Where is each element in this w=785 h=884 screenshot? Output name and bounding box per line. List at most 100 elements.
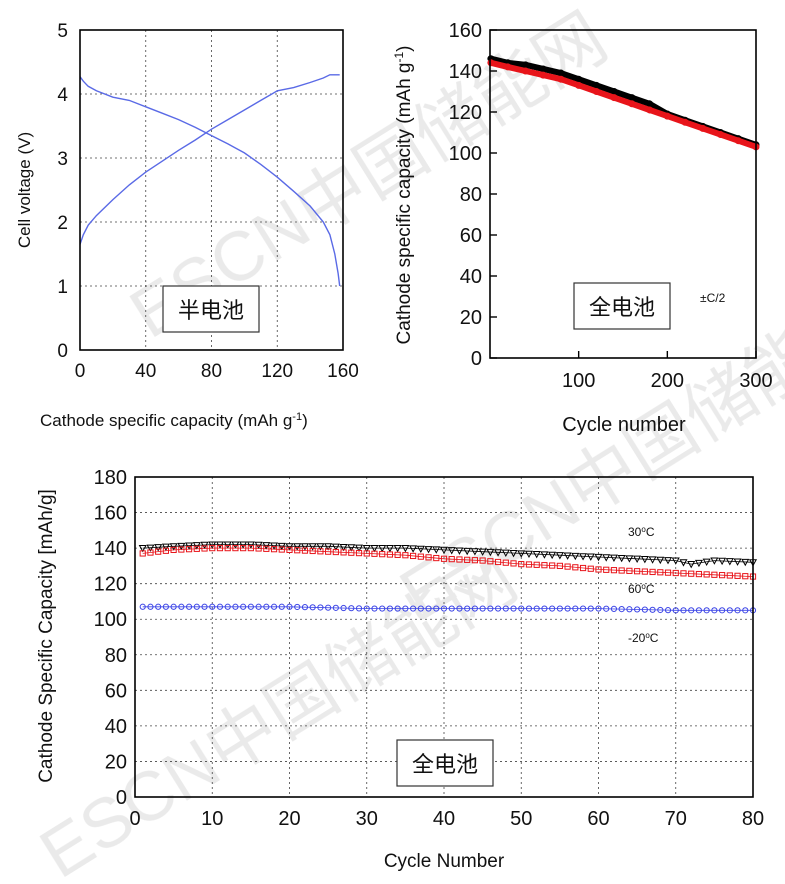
data-point [386,605,394,612]
y-tick-label: 180 [94,467,127,489]
x-tick-label: 80 [201,361,222,382]
data-point [579,564,587,572]
data-point [447,547,456,555]
data-point [533,605,540,612]
series-label-unit: C [650,631,659,645]
label-box [396,739,494,787]
data-point [309,547,316,555]
data-point [455,547,464,555]
data-point [664,569,672,576]
data-point [494,558,502,566]
data-point [201,545,208,552]
data-point [348,605,355,612]
plot-frame [134,476,754,798]
data-point [687,561,696,569]
data-point [371,605,378,612]
data-point [742,573,749,580]
data-point [402,605,409,612]
series-label-value: 60 [628,582,642,596]
data-point [277,542,286,551]
x-tick-label: 60 [587,808,609,830]
y-tick-label: 5 [57,21,68,42]
data-point [719,607,726,614]
data-point [332,604,339,611]
data-point [487,558,494,565]
x-tick-label: 0 [129,808,140,830]
data-point [664,607,672,614]
data-point [317,548,324,555]
data-point [594,553,603,562]
data-point [246,541,255,549]
y-tick-label: 0 [57,341,68,362]
y-axis-label-sup: -1 [392,52,406,63]
data-point [640,556,649,564]
data-point [688,607,695,614]
data-point [734,572,741,579]
data-point [216,545,224,552]
data-point [586,553,595,561]
y-tick-label: 3 [57,149,68,170]
x-tick-label: 30 [356,808,378,830]
data-point [726,607,733,614]
y-tick-label: 80 [105,645,127,667]
data-point [510,605,517,612]
data-point [456,556,463,563]
data-point [625,555,634,563]
data-point [347,544,356,552]
data-point [688,570,695,577]
data-point [247,603,254,610]
data-point [224,545,231,552]
data-point [741,558,750,567]
chart-half-cell: 0 40 80 120 160 0 1 2 3 4 5 Cathode specific capa… [15,21,359,430]
y-tick-label: 140 [449,61,482,83]
data-point [448,605,455,612]
data-point [487,59,495,67]
y-axis-label: Cell voltage (V) [15,132,34,248]
data-point [433,605,440,612]
data-point [726,572,733,579]
x-tick-label: 20 [278,808,300,830]
data-point [657,569,664,576]
data-point [711,571,718,578]
data-point [424,546,433,554]
data-point [679,559,688,567]
data-point [216,603,224,610]
data-point [294,547,301,554]
data-point [733,558,742,566]
data-point [185,546,193,553]
data-point [192,542,201,550]
series-label-degree: o [645,631,650,640]
x-tick-label: 300 [739,370,772,392]
data-point [417,605,424,612]
data-point [286,546,293,553]
data-point [300,543,309,551]
data-point [294,603,301,611]
data-point [161,543,170,552]
data-point [587,565,594,572]
x-tick-labels: 0 10 20 30 40 50 60 70 80 [129,808,764,830]
data-point [178,546,185,553]
y-tick-label: 0 [471,348,482,370]
data-point [378,545,387,553]
data-point [549,605,556,612]
data-point [575,81,583,89]
y-tick-label: 60 [105,680,127,702]
data-point [448,556,455,563]
data-point [572,564,579,571]
data-point [440,555,448,562]
x-tick-label: 80 [742,808,764,830]
data-point [379,551,386,558]
data-point [703,571,710,578]
data-point [718,557,727,566]
y-tick-label: 20 [460,307,482,329]
data-point [618,605,625,613]
data-point [139,603,146,610]
y-tick-labels: 0 20 40 60 80 100 120 140 160 180 [94,467,127,809]
data-point [463,547,472,556]
x-tick-label: 160 [327,361,359,382]
data-point [224,603,231,610]
data-point [239,541,248,549]
data-point [385,545,394,553]
